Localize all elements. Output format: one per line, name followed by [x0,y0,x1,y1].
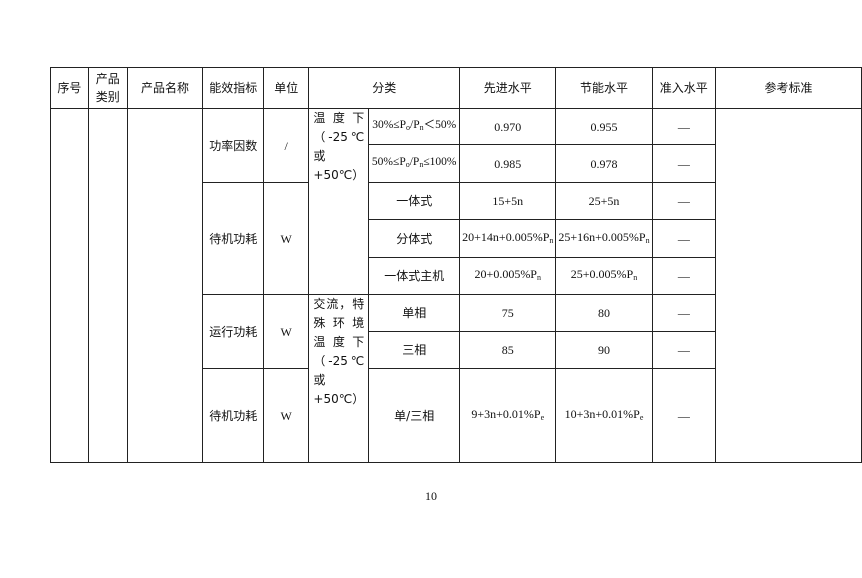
header-unit: 单位 [262,67,310,109]
table-row: 功率因数 / 温 度 下（-25℃ 或 +50℃） 30%≤Po/Pn＜50% … [50,108,862,463]
class-cell: 单相 [368,294,461,332]
indicator-cell: 功率因数 [202,108,264,183]
class-cell: 三相 [368,331,461,369]
header-energy-saving: 节能水平 [555,67,653,109]
unit-cell: W [262,294,310,369]
energy-efficiency-table: 序号 产品类别 产品名称 能效指标 单位 分类 先进水平 节能水平 准入水平 参… [50,67,862,463]
energy-saving-cell: 25+0.005%Pn [555,257,653,295]
table-row: 一体式主机 20+0.005%Pn 25+0.005%Pn — [51,257,862,295]
advanced-cell: 85 [459,331,557,369]
name-cell [126,108,204,463]
energy-saving-cell: 25+5n [555,182,653,220]
header-advanced: 先进水平 [459,67,557,109]
reference-cell [715,108,862,463]
unit-cell: W [262,182,310,295]
entry-cell: — [651,219,717,258]
class-cell: 一体式 [368,182,461,220]
energy-saving-cell: 25+16n+0.005%Pn [555,219,653,258]
category-cell [87,108,128,463]
header-seq: 序号 [50,67,89,109]
seq-cell [50,108,89,463]
header-name: 产品名称 [126,67,204,109]
entry-cell: — [651,331,717,369]
entry-cell: — [651,108,717,145]
advanced-cell: 9+3n+0.01%Pe [459,368,557,463]
table-row: 50%≤Po/Pn≤100% 0.985 0.978 — [51,144,862,183]
header-row: 序号 产品类别 产品名称 能效指标 单位 分类 先进水平 节能水平 准入水平 参… [50,67,862,109]
condition-cell: 交流，特 殊 环 境 温 度 下（-25℃ 或 +50℃） [308,294,370,463]
class-cell: 分体式 [368,219,461,258]
table-row: 三相 85 90 — [51,331,862,369]
unit-cell: W [262,368,310,463]
advanced-cell: 75 [459,294,557,332]
advanced-cell: 0.985 [459,144,557,183]
table-row: 待机功耗 W 一体式 15+5n 25+5n — [51,182,862,295]
entry-cell: — [651,182,717,220]
class-cell: 50%≤Po/Pn≤100% [368,144,461,183]
indicator-cell: 待机功耗 [202,368,264,463]
header-classification: 分类 [308,67,461,109]
entry-cell: — [651,294,717,332]
advanced-cell: 20+0.005%Pn [459,257,557,295]
unit-cell: / [262,108,310,183]
page-number: 10 [425,489,437,503]
class-cell: 一体式主机 [368,257,461,295]
entry-cell: — [651,368,717,463]
entry-cell: — [651,144,717,183]
advanced-cell: 20+14n+0.005%Pn [459,219,557,258]
energy-saving-cell: 0.955 [555,108,653,145]
entry-cell: — [651,257,717,295]
class-cell: 30%≤Po/Pn＜50% [368,108,461,145]
advanced-cell: 15+5n [459,182,557,220]
class-cell: 单/三相 [368,368,461,463]
table-row: 待机功耗 W 单/三相 9+3n+0.01%Pe 10+3n+0.01%Pe — [51,368,862,463]
condition-cell: 温 度 下（-25℃ 或 +50℃） [308,108,370,295]
advanced-cell: 0.970 [459,108,557,145]
header-indicator: 能效指标 [202,67,264,109]
indicator-cell: 运行功耗 [202,294,264,369]
energy-saving-cell: 10+3n+0.01%Pe [555,368,653,463]
header-entry: 准入水平 [651,67,717,109]
energy-saving-cell: 0.978 [555,144,653,183]
energy-saving-cell: 90 [555,331,653,369]
header-reference: 参考标准 [715,67,862,109]
indicator-cell: 待机功耗 [202,182,264,295]
header-category: 产品类别 [87,67,128,109]
energy-saving-cell: 80 [555,294,653,332]
